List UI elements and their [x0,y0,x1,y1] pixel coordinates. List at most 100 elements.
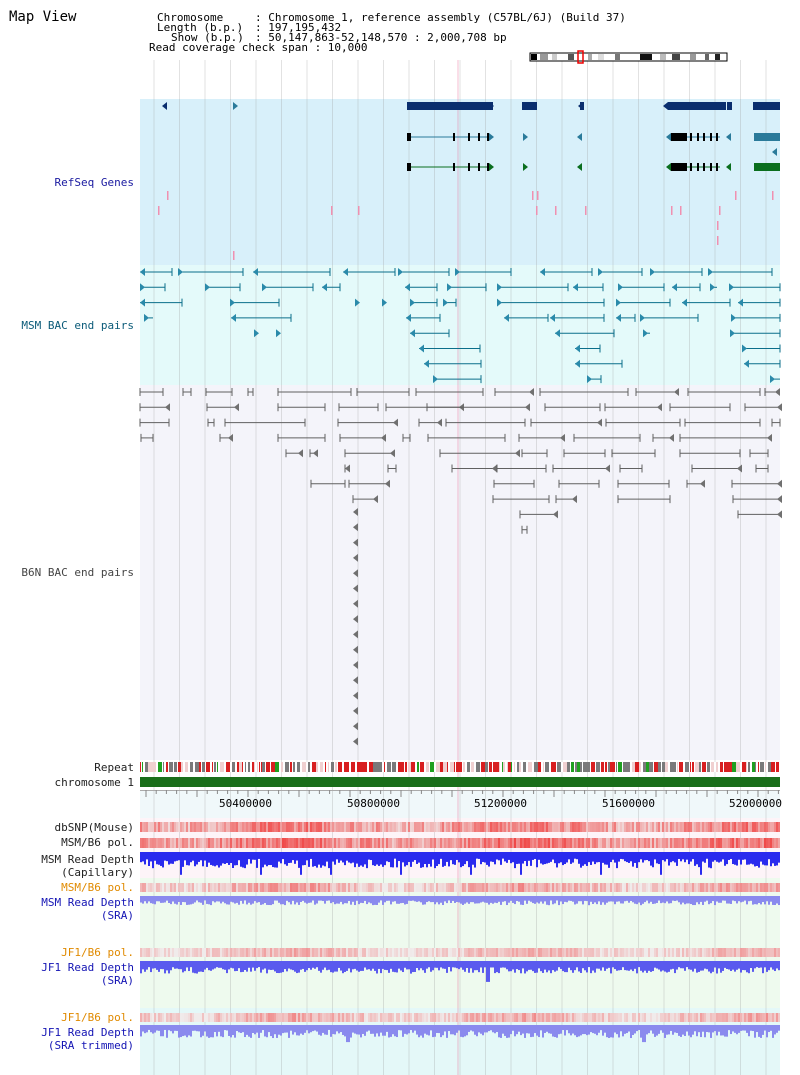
jf1-depth-sra-trimmed [390,1025,392,1037]
msm-pol2-heatmap [336,883,338,892]
jf1-pol-heatmap [564,948,566,957]
jf1-depth-sra [544,961,546,970]
msm-depth-sra [408,896,410,901]
jf1-depth-sra [396,961,398,973]
msm-depth-sra [436,896,438,903]
jf1-depth-sra [564,961,566,973]
msm-pol-heatmap [632,838,634,848]
jf1-depth-sra [686,961,688,968]
jf1-depth-sra [378,961,380,969]
refseq-exon [703,163,705,171]
msm-pol2-heatmap [696,883,698,892]
msm-depth-capillary [410,852,412,867]
msm-depth-sra [672,896,674,901]
msm-pol-heatmap [416,838,418,848]
msm-depth-sra [432,896,434,903]
repeat-feature [191,762,193,772]
repeat-feature [430,762,434,772]
jf1-pol2-heatmap [626,1013,628,1022]
b6n-bac-end [353,553,358,562]
jf1-depth-sra [232,961,234,969]
jf1-pol-heatmap [704,948,706,957]
msm-depth-sra [514,896,516,905]
jf1-depth-sra [168,961,170,974]
dbsnp-heatmap [568,822,570,832]
msm-depth-capillary [464,852,466,865]
jf1-pol2-heatmap [394,1013,396,1022]
jf1-depth-sra [470,961,472,969]
msm-pol2-heatmap [314,883,316,892]
jf1-pol2-heatmap [310,1013,312,1022]
repeat-feature [485,762,488,772]
jf1-pol2-heatmap [534,1013,536,1022]
msm-pol-heatmap [742,838,744,848]
msm-pol-heatmap [616,838,618,848]
msm-depth-sra [494,896,496,903]
dbsnp-heatmap [294,822,296,832]
jf1-pol-heatmap [688,948,690,957]
b6n-bac-end [353,691,358,700]
dbsnp-heatmap [278,822,280,832]
jf1-depth-sra-trimmed [644,1025,646,1043]
jf1-pol2-heatmap [212,1013,214,1022]
b6n-bac-end [393,418,398,427]
msm-pol-heatmap [246,838,248,848]
track-label-refseq[interactable]: RefSeq Genes [54,176,134,189]
repeat-feature [190,762,191,772]
jf1-depth-sra-trimmed [340,1025,342,1033]
jf1-depth-sra [162,961,164,970]
msm-pol-heatmap [546,838,548,848]
dbsnp-heatmap [372,822,374,832]
track-label-msm-bac[interactable]: MSM BAC end pairs [21,319,134,332]
jf1-pol-heatmap [306,948,308,957]
msm-pol-heatmap [732,838,734,848]
refseq-exon [478,163,480,171]
msm-pol2-heatmap [270,883,272,892]
repeat-feature [384,762,385,772]
track-label-b6n-bac[interactable]: B6N BAC end pairs [21,566,134,579]
jf1-pol-heatmap [274,948,276,957]
jf1-pol-heatmap [516,948,518,957]
jf1-pol-heatmap [400,948,402,957]
track-label-jf1-pol-2: JF1/B6 pol. [61,1011,134,1024]
axis-tick-label: 52000000 [729,797,782,810]
jf1-depth-sra-trimmed [296,1025,298,1036]
jf1-depth-sra-trimmed [608,1025,610,1039]
jf1-pol2-heatmap [478,1013,480,1022]
msm-depth-capillary [666,852,668,860]
msm-depth-capillary [622,852,624,860]
jf1-pol-heatmap [252,948,254,957]
msm-depth-capillary [326,852,328,862]
refseq-tick [772,191,774,200]
dbsnp-heatmap [692,822,694,832]
jf1-pol-heatmap [214,948,216,957]
jf1-depth-sra-trimmed [394,1025,396,1037]
jf1-pol2-heatmap [276,1013,278,1022]
dbsnp-heatmap [434,822,436,832]
jf1-pol2-heatmap [658,1013,660,1022]
jf1-depth-sra [560,961,562,969]
jf1-pol-heatmap [630,948,632,957]
msm-pol-heatmap [366,838,368,848]
msm-pol2-heatmap [442,883,444,892]
msm-depth-capillary [600,852,602,875]
msm-pol2-heatmap [262,883,264,892]
msm-pol2-heatmap [662,883,664,892]
jf1-depth-sra-trimmed [452,1025,454,1035]
jf1-depth-sra-trimmed [680,1025,682,1037]
msm-pol2-heatmap [416,883,418,892]
repeat-feature [275,762,279,772]
msm-depth-sra [244,896,246,901]
jf1-pol2-heatmap [316,1013,318,1022]
jf1-depth-sra [372,961,374,969]
dbsnp-heatmap [154,822,156,832]
jf1-pol2-heatmap [604,1013,606,1022]
jf1-pol2-heatmap [160,1013,162,1022]
repeat-feature [440,762,443,772]
repeat-feature [618,762,622,772]
jf1-pol2-heatmap [590,1013,592,1022]
jf1-depth-sra-trimmed [726,1025,728,1037]
jf1-depth-sra [530,961,532,970]
msm-pol2-heatmap [750,883,752,892]
